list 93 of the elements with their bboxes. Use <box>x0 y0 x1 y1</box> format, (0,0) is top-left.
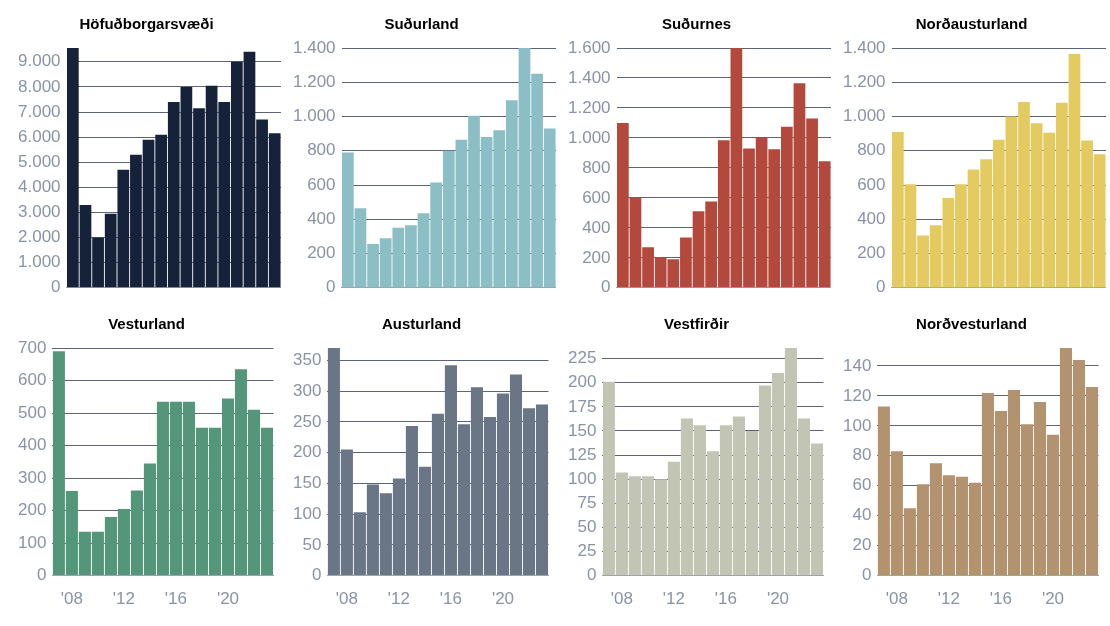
y-tick-label: 800 <box>582 157 611 177</box>
x-tick-label: '20 <box>766 589 790 609</box>
y-tick-label: 300 <box>292 380 322 400</box>
y-tick-label: 50 <box>577 517 597 537</box>
y-tick-label: 200 <box>307 243 336 263</box>
x-tick-label: '20 <box>216 589 240 609</box>
x-tick-label: '16 <box>714 589 738 609</box>
chart-title: Suðurland <box>384 15 459 33</box>
y-tick-label: 1.200 <box>567 97 611 117</box>
chart-title: Höfuðborgarsvæði <box>79 15 214 33</box>
chart-title: Vesturland <box>108 315 185 333</box>
x-tick-label: '08 <box>335 589 358 609</box>
y-tick-label: 60 <box>852 475 872 495</box>
y-tick-label: 700 <box>17 337 47 357</box>
y-tick-label: 400 <box>17 435 47 455</box>
x-tick-label: '16 <box>989 589 1013 609</box>
y-tick-label: 3.000 <box>17 202 61 222</box>
y-tick-label: 200 <box>567 372 597 392</box>
y-tick-label: 1.600 <box>567 37 611 57</box>
y-tick-label: 400 <box>582 217 611 237</box>
y-tick-label: 1.200 <box>292 71 336 91</box>
y-tick-label: 40 <box>852 505 872 525</box>
y-tick-label: 150 <box>567 420 597 440</box>
y-tick-label: 25 <box>577 541 597 561</box>
y-tick-label: 125 <box>567 444 597 464</box>
chart-title: Norðvesturland <box>916 315 1027 333</box>
y-tick-label: 1.000 <box>567 127 611 147</box>
y-tick-label: 400 <box>307 208 336 228</box>
y-tick-label: 20 <box>852 535 872 555</box>
y-tick-label: 600 <box>307 174 336 194</box>
y-tick-label: 2.000 <box>17 227 61 247</box>
y-tick-label: 300 <box>17 467 47 487</box>
x-tick-label: '20 <box>491 589 515 609</box>
y-tick-label: 7.000 <box>17 101 61 121</box>
y-tick-label: 5.000 <box>17 151 61 171</box>
y-tick-label: 1.000 <box>842 106 886 126</box>
y-tick-label: 1.400 <box>567 67 611 87</box>
y-tick-label: 0 <box>311 565 322 585</box>
x-tick-label: '08 <box>885 589 908 609</box>
x-tick-label: '20 <box>1041 589 1065 609</box>
y-tick-label: 1.000 <box>17 252 61 272</box>
y-tick-label: 200 <box>17 500 47 520</box>
x-tick-label: '16 <box>164 589 188 609</box>
y-tick-label: 800 <box>857 140 886 160</box>
y-tick-label: 0 <box>601 277 611 297</box>
y-tick-label: 350 <box>292 349 322 369</box>
y-tick-label: 6.000 <box>17 126 61 146</box>
y-tick-label: 75 <box>577 492 597 512</box>
y-tick-label: 100 <box>292 503 322 523</box>
y-tick-label: 140 <box>842 355 872 375</box>
y-tick-label: 600 <box>582 187 611 207</box>
chart-title: Norðausturland <box>915 15 1028 33</box>
y-tick-label: 100 <box>842 415 872 435</box>
chart-title: Vestfirðir <box>663 315 730 333</box>
y-tick-label: 0 <box>36 565 47 585</box>
y-tick-label: 200 <box>582 247 611 267</box>
x-tick-label: '12 <box>112 589 135 609</box>
y-tick-label: 500 <box>17 402 47 422</box>
y-tick-label: 400 <box>857 208 886 228</box>
y-tick-label: 600 <box>17 370 47 390</box>
x-tick-label: '12 <box>937 589 960 609</box>
y-tick-label: 600 <box>857 174 886 194</box>
y-tick-label: 250 <box>292 411 322 431</box>
y-tick-label: 1.400 <box>842 37 886 57</box>
x-tick-label: '12 <box>662 589 685 609</box>
y-tick-label: 100 <box>567 468 597 488</box>
y-tick-label: 100 <box>17 532 47 552</box>
y-tick-label: 1.200 <box>842 71 886 91</box>
y-tick-label: 1.000 <box>292 106 336 126</box>
chart-title: Suðurnes <box>661 15 732 33</box>
y-tick-label: 120 <box>842 385 872 405</box>
x-tick-label: '08 <box>60 589 83 609</box>
y-tick-label: 80 <box>852 445 872 465</box>
y-tick-label: 0 <box>51 277 61 297</box>
y-tick-label: 0 <box>326 277 336 297</box>
y-tick-label: 9.000 <box>17 51 61 71</box>
y-tick-label: 200 <box>857 243 886 263</box>
y-tick-label: 50 <box>302 534 322 554</box>
y-tick-label: 800 <box>307 140 336 160</box>
y-tick-label: 200 <box>292 442 322 462</box>
y-tick-label: 1.400 <box>292 37 336 57</box>
x-tick-label: '16 <box>439 589 463 609</box>
y-tick-label: 175 <box>567 396 597 416</box>
y-tick-label: 0 <box>876 277 886 297</box>
y-tick-label: 0 <box>586 565 597 585</box>
x-tick-label: '08 <box>610 589 633 609</box>
x-tick-label: '12 <box>387 589 410 609</box>
y-tick-label: 0 <box>861 565 872 585</box>
y-tick-label: 4.000 <box>17 177 61 197</box>
chart-title: Austurland <box>381 315 462 333</box>
y-tick-label: 8.000 <box>17 76 61 96</box>
y-tick-label: 225 <box>567 348 597 368</box>
y-tick-label: 150 <box>292 473 322 493</box>
